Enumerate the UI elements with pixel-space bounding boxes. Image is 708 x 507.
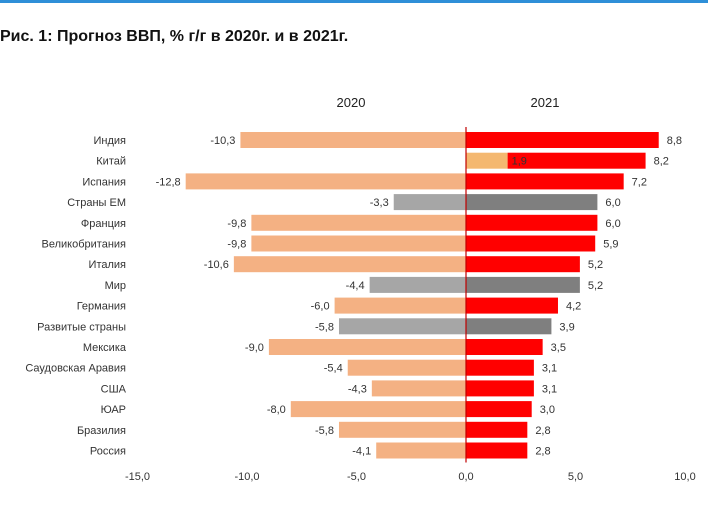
- bar-2021: [466, 318, 552, 335]
- x-tick-label: -5,0: [347, 471, 366, 483]
- category-label: Великобритания: [42, 239, 127, 251]
- bar-2020: [251, 214, 466, 231]
- data-label-2020: -12,8: [156, 176, 181, 188]
- category-label: Китай: [96, 156, 126, 168]
- data-label-2020: -10,6: [204, 259, 229, 271]
- data-label-2020: -3,3: [370, 197, 389, 209]
- bar-2020: [369, 276, 466, 293]
- bar-2021: [466, 214, 598, 231]
- category-label: Бразилия: [77, 425, 126, 437]
- category-label: США: [101, 383, 127, 395]
- data-label-2020: -9,0: [245, 342, 264, 354]
- data-label-2020: -8,0: [267, 404, 286, 416]
- data-label-2020: -4,1: [352, 446, 371, 458]
- data-label-2020: -9,8: [227, 218, 246, 230]
- bar-2020: [334, 297, 466, 314]
- bar-2020: [338, 318, 466, 335]
- category-label: Испания: [82, 176, 126, 188]
- data-label-2020: -10,3: [210, 135, 235, 147]
- bar-2020: [185, 173, 466, 190]
- bar-2020: [268, 339, 466, 355]
- bar-2021: [466, 442, 528, 459]
- data-label-2021: 2,8: [535, 446, 550, 458]
- bar-2020: [347, 359, 466, 376]
- x-tick-label: -10,0: [234, 471, 259, 483]
- data-label-2021: 3,9: [559, 321, 574, 333]
- data-label-2020: -5,4: [324, 363, 343, 375]
- bar-2021: [466, 339, 543, 355]
- data-label-2021: 4,2: [566, 301, 581, 313]
- data-label-2021: 7,2: [632, 176, 647, 188]
- bar-2020: [371, 380, 466, 397]
- data-label-2021: 3,0: [540, 404, 555, 416]
- bar-2020: [240, 132, 466, 148]
- data-label-2020: 1,9: [512, 156, 527, 168]
- x-tick-label: -15,0: [125, 471, 150, 483]
- x-tick-label: 0,0: [458, 471, 473, 483]
- data-label-2021: 6,0: [605, 218, 620, 230]
- data-label-2020: -4,4: [346, 280, 365, 292]
- bar-2021: [466, 297, 558, 314]
- data-label-2021: 2,8: [535, 425, 550, 437]
- bar-2021: [466, 256, 580, 273]
- bar-2021: [507, 152, 646, 169]
- category-label: Италия: [89, 259, 127, 271]
- bar-2021: [466, 173, 624, 190]
- data-label-2020: -6,0: [311, 301, 330, 313]
- category-label: Россия: [90, 446, 126, 458]
- bar-2020: [393, 194, 466, 211]
- data-label-2020: -5,8: [315, 425, 334, 437]
- bar-2020: [466, 152, 508, 169]
- data-label-2020: -5,8: [315, 321, 334, 333]
- data-label-2021: 5,2: [588, 259, 603, 271]
- data-label-2021: 5,2: [588, 280, 603, 292]
- category-label: Франция: [81, 218, 126, 230]
- data-label-2021: 6,0: [605, 197, 620, 209]
- top-rule: [0, 0, 708, 3]
- series-header-2021: 2021: [531, 95, 560, 110]
- bar-2021: [466, 359, 534, 376]
- bar-2021: [466, 132, 659, 148]
- data-label-2020: -4,3: [348, 383, 367, 395]
- data-label-2020: -9,8: [227, 239, 246, 251]
- category-label: Мир: [105, 280, 126, 292]
- bar-2020: [290, 401, 466, 418]
- data-label-2021: 3,5: [551, 342, 566, 354]
- bar-2021: [466, 380, 534, 397]
- bar-2021: [466, 194, 598, 211]
- bar-2020: [376, 442, 466, 459]
- bar-2021: [466, 401, 532, 418]
- bar-2020: [338, 421, 466, 438]
- category-label: Индия: [93, 135, 126, 147]
- category-label: Развитые страны: [37, 321, 126, 333]
- bar-2021: [466, 276, 580, 293]
- figure-title: Рис. 1: Прогноз ВВП, % г/г в 2020г. и в …: [0, 28, 349, 45]
- x-tick-label: 5,0: [568, 471, 583, 483]
- bar-2021: [466, 235, 596, 252]
- data-label-2021: 3,1: [542, 363, 557, 375]
- data-label-2021: 3,1: [542, 383, 557, 395]
- category-label: Саудовская Аравия: [25, 363, 126, 375]
- bar-2021: [466, 421, 528, 438]
- data-label-2021: 8,2: [654, 156, 669, 168]
- x-tick-label: 10,0: [674, 471, 695, 483]
- category-label: Мексика: [83, 342, 127, 354]
- bar-2020: [233, 256, 466, 273]
- category-label: Германия: [77, 301, 126, 313]
- series-header-2020: 2020: [337, 95, 366, 110]
- category-label: Страны ЕМ: [67, 197, 126, 209]
- category-label: ЮАР: [101, 404, 126, 416]
- data-label-2021: 5,9: [603, 239, 618, 251]
- data-label-2021: 8,8: [667, 135, 682, 147]
- bar-2020: [251, 235, 466, 252]
